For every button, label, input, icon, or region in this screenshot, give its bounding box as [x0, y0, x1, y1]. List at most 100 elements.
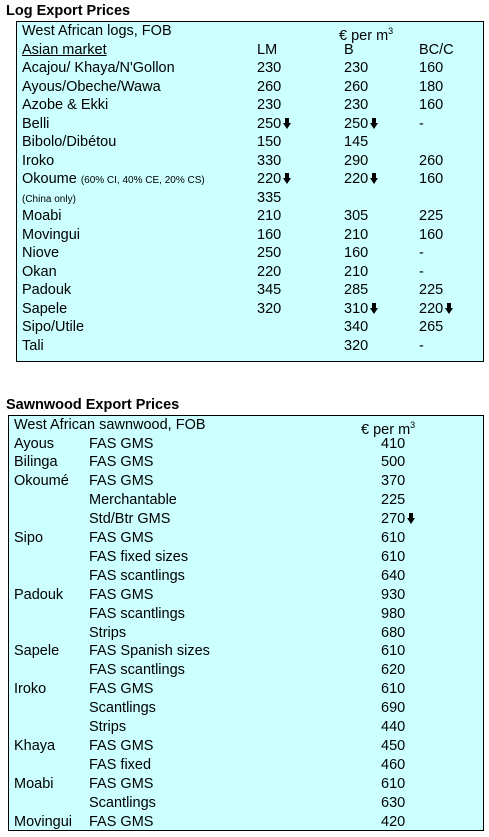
log-price-b: 290 — [344, 152, 369, 169]
sawn-table-row: FAS scantlings 640 — [9, 567, 483, 586]
sawn-table-row: FAS scantlings 980 — [9, 605, 483, 624]
sawn-table-row: Scantlings 690 — [9, 699, 483, 718]
log-table-row: Okan 220 210 - — [17, 263, 483, 282]
log-species-name: Okan — [22, 263, 57, 280]
sawn-grade: FAS GMS — [89, 454, 154, 471]
log-col-b: B — [344, 41, 354, 58]
log-species-name: Niove — [22, 245, 60, 261]
log-price-lm: 345 — [257, 282, 282, 298]
log-price-b: 305 — [344, 208, 369, 224]
log-price-b: 145 — [344, 134, 369, 150]
sawn-price: 450 — [381, 737, 406, 754]
sawn-price: 620 — [381, 662, 406, 679]
log-price-b: 320 — [344, 337, 369, 354]
log-species-name: Sapele — [22, 300, 68, 317]
sawn-price: 610 — [381, 548, 406, 565]
log-price-lm: 230 — [257, 97, 282, 113]
log-table-row: Movingui 160 210 160 — [17, 226, 483, 245]
sawn-table-row: Movingui FAS GMS 420 — [9, 813, 483, 832]
log-price-b: 160 — [344, 245, 369, 261]
down-arrow-icon — [283, 117, 292, 129]
log-price-bcc: 180 — [419, 78, 444, 95]
log-table-row: Bibolo/Dibétou 150 145 — [17, 133, 483, 152]
sawn-grade: FAS GMS — [89, 586, 154, 603]
sawn-grade: Merchantable — [89, 492, 177, 509]
log-table-row: Belli 250 250 - — [17, 115, 483, 134]
log-price-b: 285 — [344, 282, 369, 298]
log-price-bcc: 160 — [419, 226, 444, 243]
log-price-lm: 330 — [257, 152, 282, 169]
log-species-note: (China only) — [22, 193, 76, 205]
sawn-grade: FAS scantlings — [89, 605, 185, 622]
sawn-price-table: West African sawnwood, FOB € per m3 Ayou… — [8, 415, 484, 831]
log-species-name: Okoume (60% CI, 40% CE, 20% CS) — [22, 171, 205, 187]
sawn-table-row: Padouk FAS GMS 930 — [9, 586, 483, 605]
sawn-species-name: Movingui — [14, 813, 73, 830]
log-price-bcc: 160 — [419, 60, 444, 76]
log-species-name: Padouk — [22, 282, 72, 298]
log-price-lm: 250 — [257, 245, 282, 261]
down-arrow-icon — [407, 513, 416, 525]
sawn-header-row: West African sawnwood, FOB € per m3 — [9, 416, 483, 438]
log-price-bcc: 260 — [419, 152, 444, 169]
sawn-price: 370 — [381, 473, 406, 490]
sawn-price: 690 — [381, 700, 406, 717]
sawn-species-name: Iroko — [14, 681, 47, 698]
log-species-name: Sipo/Utile — [22, 319, 85, 335]
log-table-row: Padouk 345 285 225 — [17, 281, 483, 300]
sawn-price: 610 — [381, 681, 406, 698]
sawn-price: 610 — [381, 530, 406, 546]
sawn-grade: FAS fixed sizes — [89, 548, 189, 565]
sawn-table-row: Okoumé FAS GMS 370 — [9, 472, 483, 491]
log-price-lm: 160 — [257, 226, 282, 243]
sawn-price: 610 — [381, 643, 406, 660]
log-price-bcc: 160 — [419, 171, 444, 187]
log-species-name: Belli — [22, 115, 50, 132]
sawn-table-row: Sapele FAS Spanish sizes 610 — [9, 642, 483, 661]
log-price-lm: 210 — [257, 208, 282, 224]
sawn-grade: FAS scantlings — [89, 662, 185, 679]
sawn-table-row: Moabi FAS GMS 610 — [9, 775, 483, 794]
log-price-bcc: 225 — [419, 208, 444, 224]
sawn-table-row: Sipo FAS GMS 610 — [9, 529, 483, 548]
log-price-bcc: 160 — [419, 97, 444, 113]
log-species-name: Ayous/Obeche/Wawa — [22, 78, 161, 95]
sawn-header-unit: € per m3 — [361, 420, 416, 438]
log-price-lm: 335 — [257, 189, 282, 206]
log-market-label: Asian market — [22, 41, 107, 58]
log-species-name: Movingui — [22, 226, 81, 243]
sawn-grade: FAS GMS — [89, 681, 154, 698]
log-price-bcc: 220 — [419, 300, 454, 319]
sawn-grade: Strips — [89, 624, 127, 641]
sawn-table-row: Bilinga FAS GMS 500 — [9, 453, 483, 472]
down-arrow-icon — [283, 173, 292, 184]
sawn-table-row: Std/Btr GMS 270 — [9, 510, 483, 529]
sawn-species-name: Ayous — [14, 435, 55, 452]
sawn-price: 420 — [381, 813, 406, 830]
sawn-price: 410 — [381, 435, 406, 452]
sawn-table-row: FAS scantlings 620 — [9, 661, 483, 680]
sawn-price: 980 — [381, 605, 406, 622]
sawn-grade: FAS GMS — [89, 435, 154, 452]
log-price-b: 310 — [344, 300, 379, 319]
log-species-name: (China only) — [22, 189, 76, 210]
sawn-price: 630 — [381, 794, 406, 811]
log-price-lm: 230 — [257, 60, 282, 76]
sawn-species-name: Padouk — [14, 586, 64, 603]
log-header-label: West African logs, FOB — [22, 23, 172, 39]
sawn-price: 225 — [381, 492, 406, 509]
sawn-price: 270 — [381, 510, 416, 529]
log-price-b: 210 — [344, 263, 369, 280]
sawn-grade: FAS GMS — [89, 775, 154, 792]
log-price-lm: 250 — [257, 115, 292, 134]
log-table-row: Sipo/Utile 340 265 — [17, 318, 483, 337]
log-price-b: 340 — [344, 319, 369, 335]
log-table-row: Acajou/ Khaya/N'Gollon 230 230 160 — [17, 59, 483, 78]
log-species-name: Bibolo/Dibétou — [22, 134, 117, 150]
sawn-price: 610 — [381, 775, 406, 792]
sawn-grade: FAS GMS — [89, 530, 154, 546]
sawn-table-row: FAS fixed sizes 610 — [9, 548, 483, 567]
sawn-table-row: Strips 440 — [9, 718, 483, 737]
sawn-price: 460 — [381, 756, 406, 773]
log-price-lm: 320 — [257, 300, 282, 317]
